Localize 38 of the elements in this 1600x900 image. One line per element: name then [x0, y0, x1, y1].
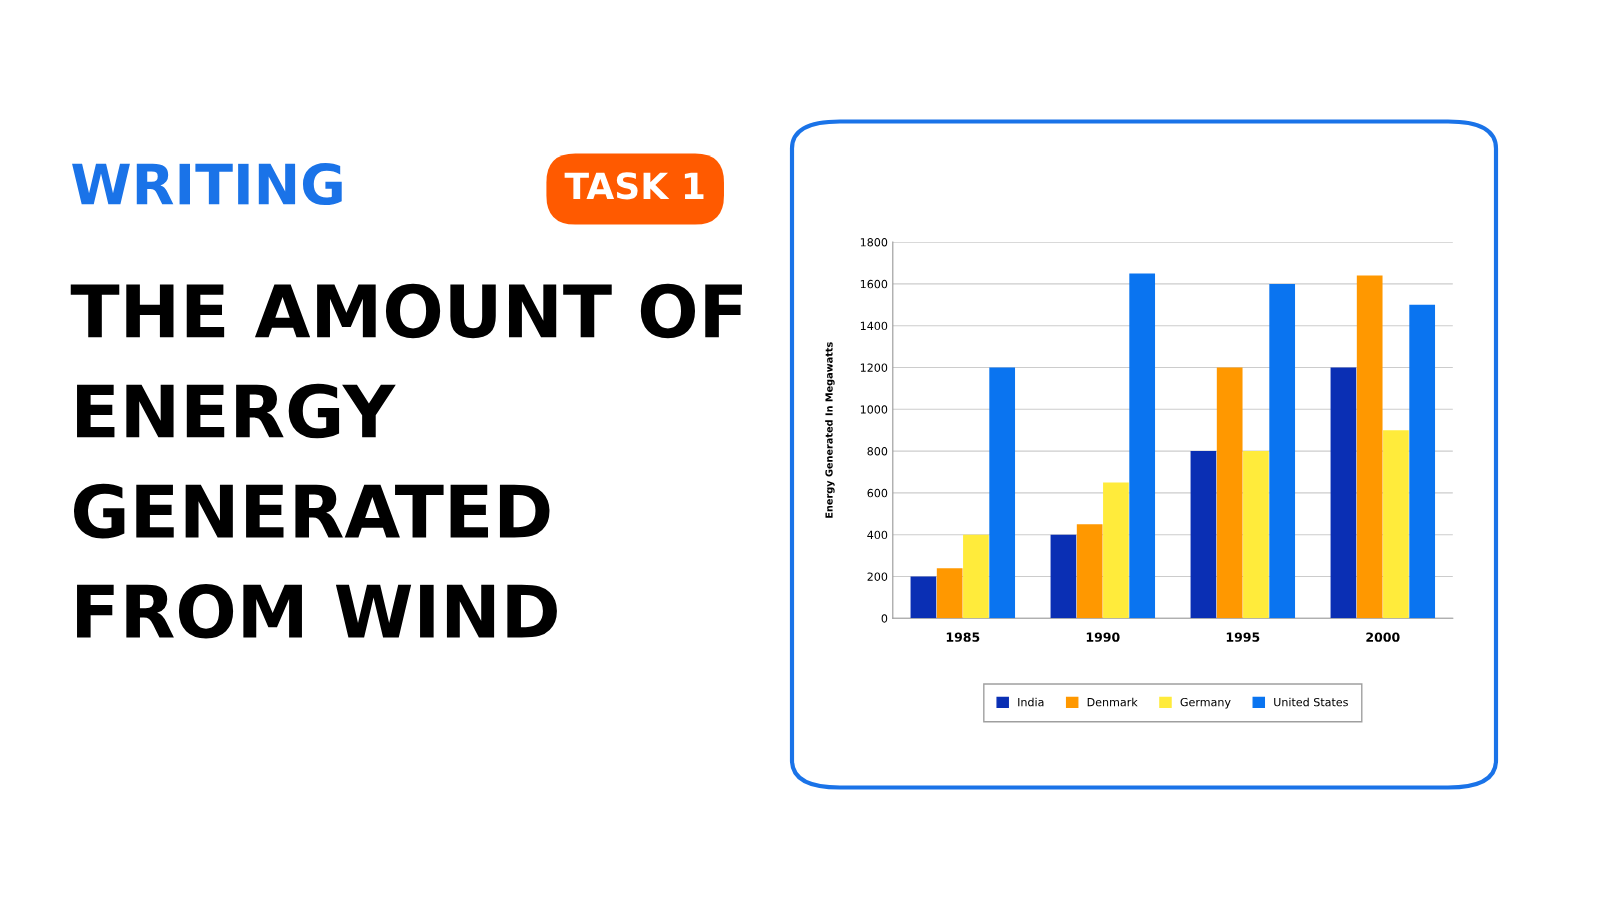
bar [1330, 367, 1357, 619]
y-tick-label: 1400 [860, 321, 888, 331]
x-tick-label: 1985 [946, 632, 980, 642]
y-tick-label: 1000 [860, 405, 888, 414]
bar [1356, 275, 1383, 619]
y-tick-label: 1600 [860, 279, 888, 289]
bar [989, 367, 1016, 619]
y-tick-label: 0 [881, 614, 888, 623]
x-tick-label: 1990 [1086, 632, 1120, 642]
legend-label: India [1018, 697, 1044, 707]
y-tick-label: 400 [867, 530, 888, 540]
x-tick-label: 1995 [1226, 632, 1260, 642]
legend-label: United States [1274, 697, 1348, 707]
bar [1243, 451, 1269, 619]
bar [1269, 283, 1296, 619]
y-tick-label: 200 [867, 572, 888, 581]
bar [1190, 451, 1217, 619]
text: THE AMOUNT OF ENERGY GENERATED FROM WIND [70, 283, 742, 639]
y-tick-label: 1800 [860, 238, 888, 247]
y-tick-label: 800 [867, 447, 888, 456]
bar [1409, 304, 1436, 619]
bar [1076, 524, 1103, 619]
y-tick-label: 600 [867, 488, 888, 498]
text: WRITING [72, 163, 342, 206]
bar [963, 534, 989, 619]
text: TASK 1 [564, 172, 704, 200]
legend-label: Germany [1180, 697, 1231, 709]
bar [1103, 482, 1129, 619]
bar [1129, 273, 1156, 619]
bar [1050, 534, 1077, 619]
bar [1216, 367, 1243, 619]
bar [1383, 430, 1409, 619]
legend-label: Denmark [1087, 697, 1138, 707]
x-tick-label: 2000 [1366, 632, 1400, 642]
y-axis-title: Energy Generated In Megawatts [825, 342, 835, 518]
bar [936, 568, 963, 619]
y-tick-label: 1200 [860, 363, 888, 372]
bar [910, 576, 937, 619]
